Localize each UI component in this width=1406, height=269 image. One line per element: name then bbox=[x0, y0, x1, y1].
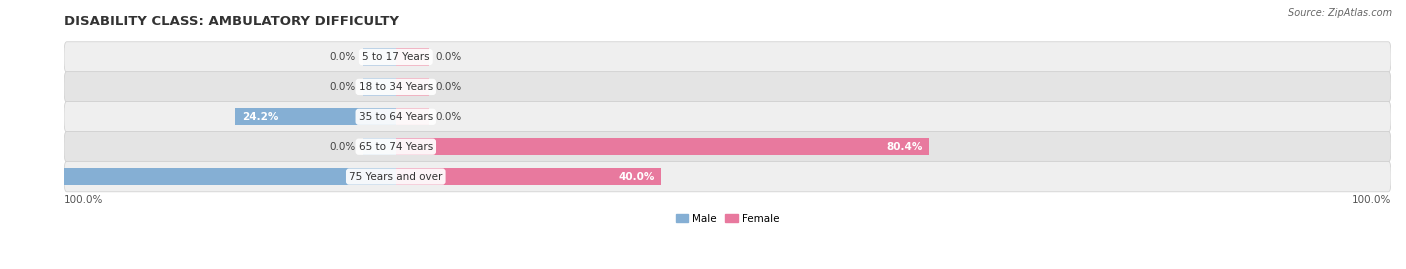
Bar bbox=[0, 168, 395, 185]
Text: 40.0%: 40.0% bbox=[619, 172, 655, 182]
Bar bbox=[395, 138, 929, 155]
Text: 0.0%: 0.0% bbox=[436, 82, 461, 92]
Bar bbox=[363, 138, 395, 155]
Text: DISABILITY CLASS: AMBULATORY DIFFICULTY: DISABILITY CLASS: AMBULATORY DIFFICULTY bbox=[65, 15, 399, 28]
Text: 75 Years and over: 75 Years and over bbox=[349, 172, 443, 182]
FancyBboxPatch shape bbox=[63, 161, 1391, 192]
FancyBboxPatch shape bbox=[63, 132, 1391, 162]
Text: 65 to 74 Years: 65 to 74 Years bbox=[359, 142, 433, 152]
Text: 100.0%: 100.0% bbox=[65, 195, 104, 205]
Bar bbox=[363, 78, 395, 95]
Text: 18 to 34 Years: 18 to 34 Years bbox=[359, 82, 433, 92]
Bar bbox=[395, 78, 429, 95]
Bar bbox=[395, 48, 429, 66]
Text: 0.0%: 0.0% bbox=[436, 52, 461, 62]
Text: 0.0%: 0.0% bbox=[330, 82, 356, 92]
FancyBboxPatch shape bbox=[63, 72, 1391, 102]
Text: 100.0%: 100.0% bbox=[1351, 195, 1391, 205]
Text: 35 to 64 Years: 35 to 64 Years bbox=[359, 112, 433, 122]
FancyBboxPatch shape bbox=[63, 42, 1391, 72]
Bar bbox=[363, 48, 395, 66]
Text: 5 to 17 Years: 5 to 17 Years bbox=[361, 52, 430, 62]
Bar bbox=[235, 108, 395, 125]
Text: 80.4%: 80.4% bbox=[886, 142, 922, 152]
Text: 0.0%: 0.0% bbox=[330, 52, 356, 62]
Text: 24.2%: 24.2% bbox=[242, 112, 278, 122]
Bar bbox=[395, 168, 661, 185]
Text: 0.0%: 0.0% bbox=[436, 112, 461, 122]
Text: 60.0%: 60.0% bbox=[4, 172, 41, 182]
Text: Source: ZipAtlas.com: Source: ZipAtlas.com bbox=[1288, 8, 1392, 18]
Text: 0.0%: 0.0% bbox=[330, 142, 356, 152]
FancyBboxPatch shape bbox=[63, 102, 1391, 132]
Legend: Male, Female: Male, Female bbox=[672, 210, 783, 228]
Bar bbox=[395, 108, 429, 125]
